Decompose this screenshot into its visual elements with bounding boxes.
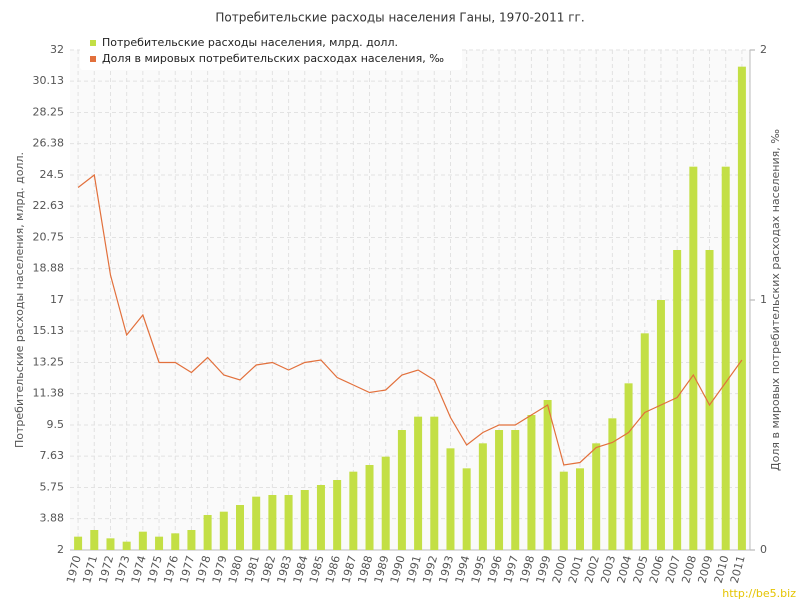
legend-swatch bbox=[90, 40, 96, 46]
legend-swatch bbox=[90, 56, 96, 62]
bar bbox=[252, 496, 261, 550]
bar bbox=[608, 418, 617, 550]
bar bbox=[446, 448, 455, 550]
bar bbox=[365, 465, 374, 550]
y-tick-label: 30.13 bbox=[33, 74, 65, 87]
bar bbox=[640, 333, 649, 550]
bar bbox=[737, 66, 746, 551]
y-tick-label: 32 bbox=[50, 43, 64, 56]
bar bbox=[414, 416, 423, 550]
chart-title: Потребительские расходы населения Ганы, … bbox=[215, 11, 584, 25]
legend-box bbox=[80, 34, 462, 70]
bar bbox=[187, 530, 196, 550]
bar bbox=[430, 416, 439, 550]
y2-tick-label: 0 bbox=[760, 543, 767, 556]
bar bbox=[268, 495, 277, 550]
bar bbox=[511, 430, 520, 550]
y2-tick-label: 2 bbox=[760, 43, 767, 56]
bar bbox=[397, 430, 406, 550]
y-axis-label: Потребительские расходы населения, млрд.… bbox=[13, 152, 26, 448]
watermark: http://be5.biz bbox=[722, 587, 796, 600]
bar bbox=[155, 536, 164, 550]
y2-axis-label: Доля в мировых потребительских расходах … bbox=[769, 129, 782, 471]
legend-label: Доля в мировых потребительских расходах … bbox=[102, 52, 444, 65]
y-tick-label: 5.75 bbox=[40, 481, 65, 494]
bar bbox=[543, 400, 552, 550]
bar bbox=[462, 468, 471, 550]
bar bbox=[576, 468, 584, 550]
y-tick-label: 15.13 bbox=[33, 324, 65, 337]
bar bbox=[122, 541, 131, 550]
y-tick-label: 17 bbox=[50, 293, 64, 306]
bar bbox=[656, 300, 665, 550]
bar bbox=[495, 430, 504, 550]
bar bbox=[284, 495, 293, 550]
bar bbox=[527, 415, 536, 550]
bar bbox=[559, 471, 568, 550]
bar bbox=[316, 485, 325, 550]
bar bbox=[721, 166, 730, 550]
bar bbox=[203, 515, 212, 550]
bar bbox=[333, 480, 342, 550]
line bbox=[77, 173, 743, 466]
y-tick-label: 3.88 bbox=[40, 512, 65, 525]
y-tick-label: 24.5 bbox=[40, 168, 65, 181]
bar bbox=[592, 443, 601, 550]
y-tick-label: 13.25 bbox=[33, 356, 65, 369]
bar bbox=[349, 471, 358, 550]
bar bbox=[236, 505, 244, 550]
bar bbox=[219, 511, 228, 550]
bar bbox=[381, 456, 390, 550]
y-tick-label: 26.38 bbox=[33, 137, 65, 150]
y-tick-label: 11.38 bbox=[33, 387, 65, 400]
bar bbox=[90, 530, 99, 550]
bar bbox=[689, 166, 698, 550]
bar bbox=[138, 531, 147, 550]
bar bbox=[673, 250, 682, 550]
y-tick-label: 7.63 bbox=[40, 449, 65, 462]
bar bbox=[74, 536, 83, 550]
y-tick-label: 2 bbox=[57, 543, 64, 556]
y-tick-label: 18.88 bbox=[33, 262, 65, 275]
bar bbox=[624, 383, 633, 550]
y2-tick-label: 1 bbox=[760, 293, 767, 306]
legend-label: Потребительские расходы населения, млрд.… bbox=[102, 36, 398, 49]
y-tick-label: 9.5 bbox=[47, 418, 65, 431]
y-tick-label: 22.63 bbox=[33, 199, 65, 212]
bar bbox=[705, 250, 714, 550]
y-tick-label: 28.25 bbox=[33, 106, 65, 119]
bar bbox=[300, 490, 309, 550]
bar bbox=[171, 533, 180, 550]
bar bbox=[106, 538, 115, 550]
y-tick-label: 20.75 bbox=[33, 231, 65, 244]
bar bbox=[478, 443, 487, 550]
